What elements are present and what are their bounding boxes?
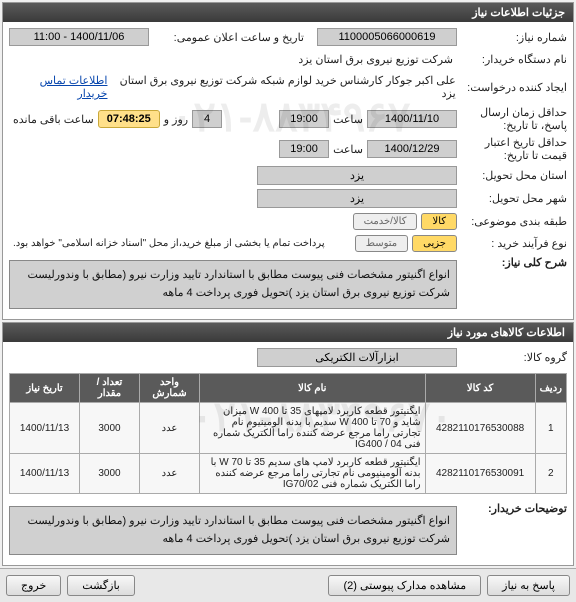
remain-days-lbl: روز و: [160, 111, 192, 128]
need-no-label: شماره نیاز:: [457, 31, 567, 44]
col-code: کد کالا: [425, 374, 535, 403]
remain-days: 4: [192, 110, 222, 128]
exit-button[interactable]: خروج: [6, 575, 61, 596]
requester-label: ایجاد کننده درخواست:: [460, 81, 567, 94]
cell-qty: 3000: [80, 403, 140, 454]
province-value: یزد: [257, 166, 457, 185]
col-name: نام کالا: [200, 374, 426, 403]
desc-label: شرح کلی نیاز:: [457, 256, 567, 269]
contact-link[interactable]: اطلاعات تماس خریدار: [9, 74, 107, 100]
province-label: استان محل تحویل:: [457, 169, 567, 182]
table-row[interactable]: 14282110176530088ایگنیتور قطعه کاربرد لا…: [10, 403, 567, 454]
desc-text: انواع اگنیتور مشخصات فنی پیوست مطابق با …: [9, 260, 457, 309]
classification-label: طبقه بندی موضوعی:: [457, 215, 567, 228]
deadline-time: 19:00: [279, 110, 329, 128]
goods-panel: اطلاعات کالاهای مورد نیاز ۰۲۱-۸۸۳۴۹۶۷۰ گ…: [2, 322, 574, 566]
remarks-label: توضیحات خریدار:: [457, 502, 567, 515]
requester-value: علی اکبر جوکار کارشناس خرید لوازم شبکه ش…: [107, 72, 459, 102]
cell-unit: عدد: [140, 454, 200, 494]
cell-name: ایگنیتور قطعه کاربرد لامپ های سدیم 35 تا…: [200, 454, 426, 494]
buy-type-label: نوع فرآیند خرید :: [457, 237, 567, 250]
col-qty: تعداد / مقدار: [80, 374, 140, 403]
badge-goods[interactable]: کالا: [421, 213, 457, 230]
validity-time: 19:00: [279, 140, 329, 158]
table-row[interactable]: 24282110176530091ایگنیتور قطعه کاربرد لا…: [10, 454, 567, 494]
form-body: ۰۲۱-۸۸۳۴۹۶۷۰ شماره نیاز: 110000506600061…: [3, 22, 573, 319]
goods-table: ردیف کد کالا نام کالا واحد شمارش تعداد /…: [9, 373, 567, 494]
city-label: شهر محل تحویل:: [457, 192, 567, 205]
city-value: یزد: [257, 189, 457, 208]
validity-date: 1400/12/29: [367, 140, 457, 158]
validity-label: حداقل تاریخ اعتبار قیمت تا تاریخ:: [457, 136, 567, 162]
validity-time-lbl: ساعت: [329, 141, 367, 158]
col-unit: واحد شمارش: [140, 374, 200, 403]
announce-label: تاریخ و ساعت اعلان عمومی:: [149, 31, 304, 44]
info-panel: جزئیات اطلاعات نیاز ۰۲۱-۸۸۳۴۹۶۷۰ شماره ن…: [2, 2, 574, 320]
need-no-value: 1100005066000619: [317, 28, 457, 46]
cell-date: 1400/11/13: [10, 454, 80, 494]
cell-date: 1400/11/13: [10, 403, 80, 454]
cell-code: 4282110176530091: [425, 454, 535, 494]
cell-qty: 3000: [80, 454, 140, 494]
remain-suffix: ساعت باقی مانده: [9, 111, 98, 128]
pay-note: پرداخت تمام یا بخشی از مبلغ خرید،از محل …: [9, 236, 329, 251]
cell-unit: عدد: [140, 403, 200, 454]
bottom-bar: پاسخ به نیاز مشاهده مدارک پیوستی (2) باز…: [0, 568, 576, 602]
badge-partial[interactable]: جزیی: [412, 235, 457, 252]
col-date: تاریخ نیاز: [10, 374, 80, 403]
back-button[interactable]: بازگشت: [67, 575, 135, 596]
countdown-timer: 07:48:25: [98, 110, 160, 128]
panel-header-goods: اطلاعات کالاهای مورد نیاز: [3, 323, 573, 342]
buyer-label: نام دستگاه خریدار:: [457, 53, 567, 66]
goods-body: ۰۲۱-۸۸۳۴۹۶۷۰ گروه کالا: ابزارآلات الکتری…: [3, 342, 573, 565]
attachments-button[interactable]: مشاهده مدارک پیوستی (2): [328, 575, 481, 596]
col-row: ردیف: [535, 374, 566, 403]
goods-group-value: ابزارآلات الکتریکی: [257, 348, 457, 367]
cell-idx: 2: [535, 454, 566, 494]
reply-button[interactable]: پاسخ به نیاز: [487, 575, 570, 596]
deadline-label: حداقل زمان ارسال پاسخ، تا تاریخ:: [457, 106, 567, 132]
cell-name: ایگنیتور قطعه کاربرد لامپهای 35 تا W 400…: [200, 403, 426, 454]
badge-service[interactable]: کالا/خدمت: [353, 213, 418, 230]
buyer-value: شرکت توزیع نیروی برق استان یزد: [294, 51, 457, 68]
cell-idx: 1: [535, 403, 566, 454]
goods-group-label: گروه کالا:: [457, 351, 567, 364]
deadline-time-lbl: ساعت: [329, 111, 367, 128]
announce-value: 1400/11/06 - 11:00: [9, 28, 149, 46]
remarks-text: انواع اگنیتور مشخصات فنی پیوست مطابق با …: [9, 506, 457, 555]
badge-medium[interactable]: متوسط: [355, 235, 408, 252]
cell-code: 4282110176530088: [425, 403, 535, 454]
panel-header-info: جزئیات اطلاعات نیاز: [3, 3, 573, 22]
deadline-date: 1400/11/10: [367, 110, 457, 128]
